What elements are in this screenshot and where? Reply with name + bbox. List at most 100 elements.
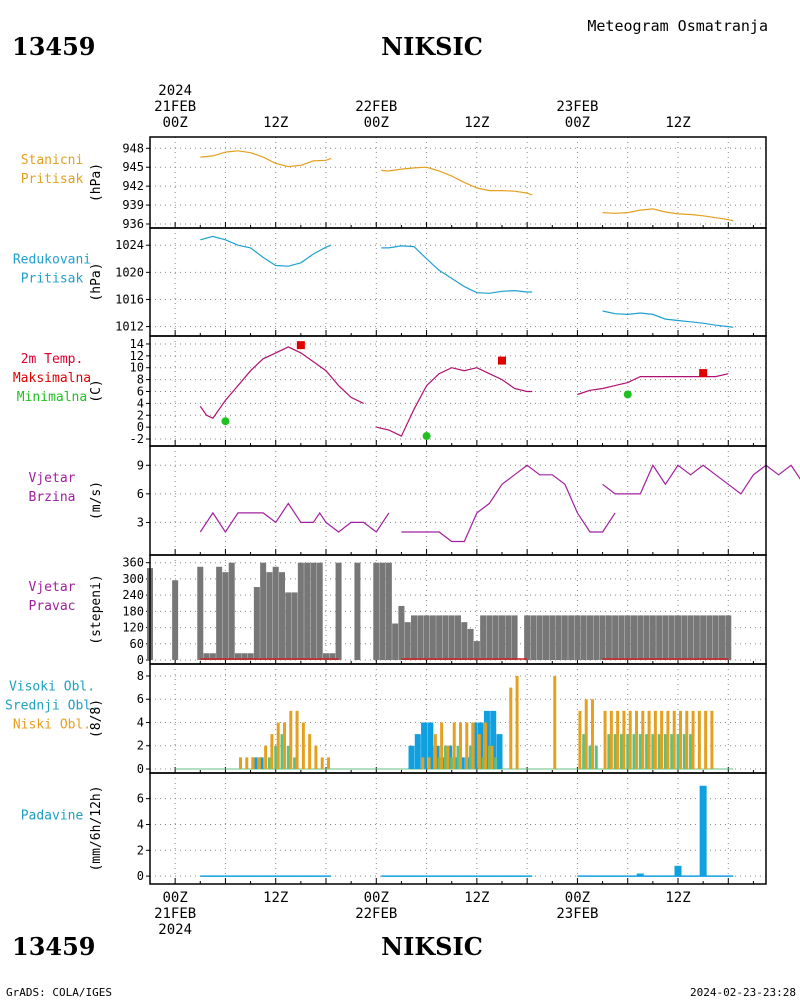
cloud-bar [697,710,701,769]
cloud-bar [496,734,503,769]
bar [693,615,700,660]
y-axis-label: (hPa) [89,163,104,202]
bar [172,580,179,660]
y-tick-label: 60 [130,637,144,651]
cloud-bar [626,734,630,769]
min-temp-marker [221,417,230,426]
time-label-bottom: 12Z [665,890,690,906]
cloud-bar [490,710,497,769]
bar [329,653,336,660]
station-id-top: 13459 [12,32,96,61]
bar [719,615,725,660]
bar [631,615,637,660]
bar [530,615,537,660]
bar [662,615,669,660]
panel-label: Pritisak [21,172,84,187]
bar [436,615,443,660]
y-tick-label: 1020 [115,265,144,279]
y-tick-label: 4 [137,715,144,729]
bar [266,572,273,660]
panel-6: 8 6 4 2 0 Visoki Obl. Srednji Obl. Niski Obl.(8… [5,663,767,776]
y-axis-label: (C) [89,379,104,402]
series-line [200,150,332,168]
series-line [381,245,533,294]
cloud-bar [578,710,582,769]
series-line [602,310,734,328]
time-label-top: 00Z [364,115,389,131]
cloud-bar [465,722,469,769]
bar [323,653,329,660]
cloud-bar [582,734,586,769]
cloud-bar [603,710,607,769]
bar [706,615,713,660]
bar [712,615,719,660]
bar [681,615,688,660]
time-label-top: 23FEB [556,99,598,115]
bar [310,562,317,660]
cloud-bar [437,757,441,769]
time-label-bottom: 12Z [263,890,288,906]
bar [700,615,707,660]
time-label-bottom: 00Z [565,890,590,906]
cloud-bar [628,710,632,769]
cloud-bar [641,710,645,769]
time-label-top: 2024 [158,83,192,99]
panel-label: 2m Temp. [21,352,84,367]
bar [555,615,562,660]
y-tick-label: 6 [137,792,144,806]
panel-label: Pravac [29,599,76,614]
bar [618,615,625,660]
cloud-bar [245,757,249,769]
y-tick-label: 120 [122,621,144,635]
y-tick-label: 300 [122,572,144,586]
bar [675,615,681,660]
bar [637,615,644,660]
time-label-top: 00Z [162,115,187,131]
cloud-bar [270,734,274,769]
cloud-bar [553,675,557,769]
cloud-bar [670,734,674,769]
cloud-bar [477,734,481,769]
cloud-bar [440,722,444,769]
cloud-bar [433,734,437,769]
y-tick-label: 6 [137,385,144,399]
bar [480,615,487,660]
cloud-bar [616,710,620,769]
y-tick-label: 12 [130,349,144,363]
panel-label: Stanicni [21,153,84,168]
bar [253,587,260,660]
bar [423,615,430,660]
bar [429,615,436,660]
bar [417,615,424,660]
cloud-bar [295,710,299,769]
cloud-bar [274,745,278,769]
bar [203,653,210,660]
bar [605,615,612,660]
cloud-bar [666,710,670,769]
bar [411,615,417,660]
cloud-bar [651,734,655,769]
cloud-bar [613,734,617,769]
panel-label: Visoki Obl. [9,680,95,695]
cloud-bar [676,734,680,769]
bar [587,615,593,660]
cloud-bar [594,745,598,769]
y-tick-label: 1012 [115,320,144,334]
cloud-bar [584,699,588,769]
bar [505,615,512,660]
bar [656,615,663,660]
bar [599,615,606,660]
cloud-bar [481,757,485,769]
bar [492,615,499,660]
time-label-top: 21FEB [154,99,196,115]
cloud-bar [421,757,425,769]
cloud-bar [301,722,305,769]
bar [643,615,650,660]
y-tick-label: 8 [137,669,144,683]
bar [624,615,631,660]
bar [272,566,279,660]
bar [228,562,235,660]
